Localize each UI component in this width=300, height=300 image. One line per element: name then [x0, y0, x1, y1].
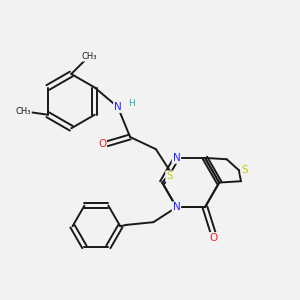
Text: CH₃: CH₃: [16, 107, 31, 116]
Text: N: N: [172, 153, 180, 163]
Text: N: N: [172, 202, 180, 212]
Text: H: H: [128, 98, 135, 107]
Text: S: S: [166, 171, 173, 181]
Text: S: S: [242, 165, 248, 175]
Text: O: O: [209, 233, 217, 243]
Text: CH₃: CH₃: [81, 52, 97, 61]
Text: O: O: [98, 139, 106, 149]
Text: N: N: [114, 102, 122, 112]
